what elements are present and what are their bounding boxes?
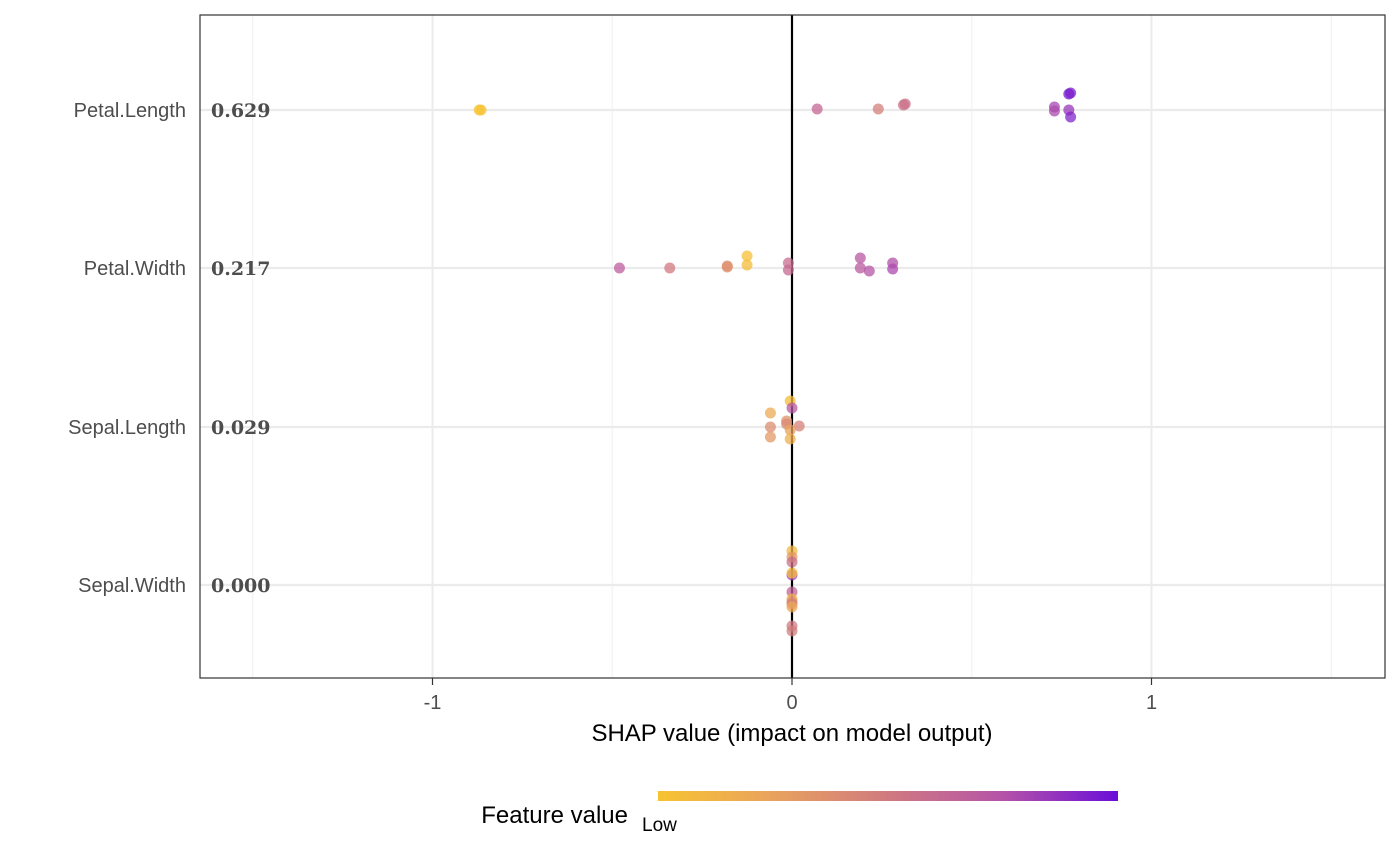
feature-label: Sepal.Length: [68, 417, 186, 439]
data-point: [664, 262, 676, 274]
data-point: [793, 420, 805, 432]
feature-label: Sepal.Width: [78, 575, 186, 597]
data-point: [872, 103, 884, 115]
importance-label: 0.217: [211, 258, 271, 280]
data-point: [782, 264, 794, 276]
data-point: [786, 601, 798, 613]
data-point: [1065, 87, 1077, 99]
feature-label: Petal.Width: [84, 258, 186, 280]
points-layer: [473, 87, 1077, 637]
data-point: [854, 252, 866, 264]
x-tick-label: 1: [1146, 692, 1157, 714]
data-point: [854, 262, 866, 274]
data-point: [741, 250, 753, 262]
legend-low-label: Low: [642, 815, 677, 836]
x-tick-label: 0: [786, 692, 797, 714]
data-point: [1065, 111, 1077, 123]
data-point: [786, 567, 798, 579]
legend-colorbar: [658, 791, 1118, 801]
data-point: [764, 431, 776, 443]
data-point: [887, 263, 899, 275]
data-point: [1048, 105, 1060, 117]
x-axis: -1 0 1: [424, 678, 1157, 714]
data-point: [784, 433, 796, 445]
data-point: [863, 265, 875, 277]
data-point: [811, 103, 823, 115]
data-point: [784, 424, 796, 436]
data-point: [721, 261, 733, 273]
x-tick-label: -1: [424, 692, 442, 714]
data-point: [764, 407, 776, 419]
data-point: [897, 99, 909, 111]
data-point: [786, 402, 798, 414]
importance-label: 0.000: [211, 575, 271, 597]
x-axis-title: SHAP value (impact on model output): [591, 720, 992, 747]
data-point: [786, 556, 798, 568]
data-point: [764, 421, 776, 433]
data-point: [741, 259, 753, 271]
feature-labels: Petal.Length 0.629 Petal.Width 0.217 Sepal.L…: [68, 100, 270, 597]
feature-label: Petal.Length: [74, 100, 186, 122]
importance-label: 0.629: [211, 100, 271, 122]
legend-title: Feature value: [481, 802, 628, 829]
importance-label: 0.029: [211, 417, 271, 439]
data-point: [613, 262, 625, 274]
data-point: [475, 104, 487, 116]
data-point: [786, 625, 798, 637]
legend: Feature value Low: [481, 791, 1118, 836]
